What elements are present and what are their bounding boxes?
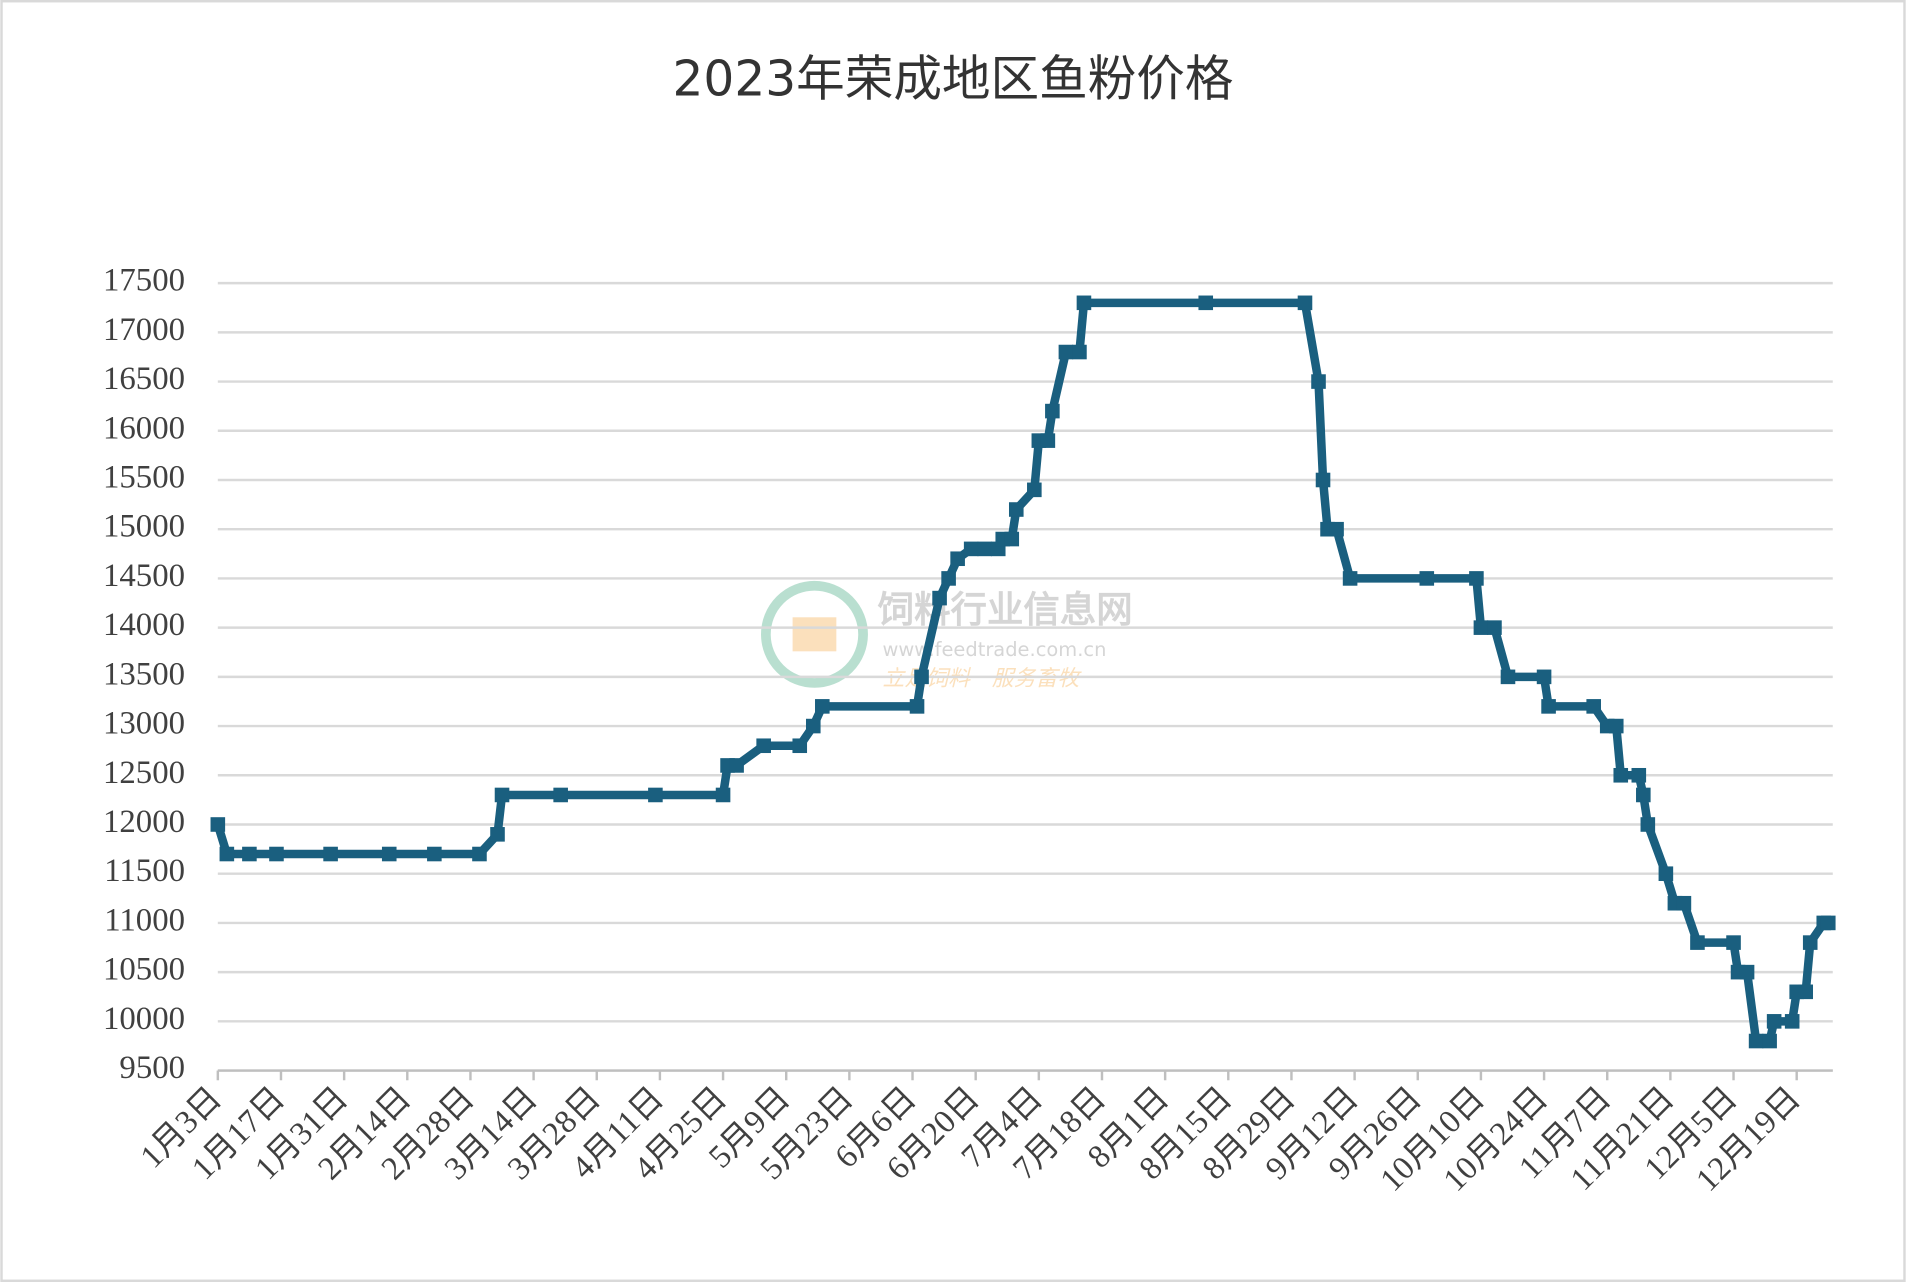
- watermark-slogan: 立足饲料 服务畜牧: [883, 666, 1083, 691]
- chart-title: 2023年荣成地区鱼粉价格: [672, 52, 1233, 108]
- data-point: [242, 846, 257, 862]
- data-point: [977, 541, 992, 557]
- y-tick-label: 12000: [103, 804, 185, 840]
- y-tick-label: 17000: [103, 312, 185, 348]
- data-point: [648, 787, 663, 803]
- data-point: [1040, 433, 1056, 448]
- data-point: [715, 787, 731, 803]
- data-point: [1748, 1033, 1764, 1049]
- data-point: [1636, 787, 1651, 803]
- data-point: [963, 541, 979, 557]
- data-point: [1076, 295, 1092, 311]
- y-tick-label: 12500: [103, 755, 185, 791]
- data-point: [1586, 699, 1601, 714]
- data-point: [1658, 866, 1674, 881]
- data-point: [1297, 295, 1313, 311]
- data-point: [1676, 895, 1692, 911]
- data-point: [1311, 374, 1326, 389]
- y-tick-label: 16500: [103, 361, 185, 397]
- y-tick-label: 13000: [103, 706, 185, 742]
- data-point: [909, 699, 925, 714]
- watermark-name: 饲料行业信息网: [878, 588, 1133, 631]
- data-point: [553, 787, 568, 803]
- y-tick-label: 9500: [119, 1050, 185, 1086]
- data-point: [1045, 403, 1060, 419]
- data-point: [219, 846, 235, 862]
- data-point: [792, 738, 808, 754]
- data-point: [729, 758, 744, 773]
- data-point: [472, 846, 487, 862]
- data-point: [1469, 571, 1484, 586]
- data-point: [1419, 571, 1435, 586]
- y-tick-label: 10500: [103, 952, 185, 988]
- data-point: [1329, 521, 1344, 537]
- y-tick-label: 11000: [104, 902, 185, 938]
- data-point: [1058, 344, 1074, 360]
- y-tick-label: 14000: [103, 607, 185, 643]
- data-point: [1004, 531, 1020, 547]
- y-tick-label: 15000: [103, 509, 185, 545]
- data-point: [1726, 935, 1741, 950]
- data-point: [932, 590, 947, 606]
- watermark-logo: [792, 617, 837, 652]
- data-point: [815, 699, 830, 714]
- data-point: [269, 846, 284, 862]
- data-point: [950, 551, 965, 567]
- data-point: [1027, 482, 1042, 498]
- data-point: [1008, 502, 1024, 517]
- data-point: [1802, 935, 1818, 950]
- data-point: [941, 571, 956, 586]
- data-point: [490, 827, 505, 842]
- data-point: [1487, 620, 1502, 635]
- data-point: [1536, 669, 1552, 685]
- data-point: [1690, 935, 1705, 950]
- data-point: [1072, 344, 1087, 360]
- data-point: [1784, 1014, 1800, 1029]
- data-point: [1473, 620, 1489, 635]
- data-point: [805, 718, 821, 734]
- data-point: [1766, 1014, 1782, 1029]
- y-tick-label: 17500: [103, 263, 185, 299]
- y-tick-label: 11500: [104, 853, 185, 889]
- data-point: [1342, 571, 1358, 586]
- data-point: [756, 738, 771, 754]
- y-tick-label: 13500: [103, 656, 185, 692]
- data-point: [1608, 718, 1624, 734]
- data-point: [323, 846, 338, 862]
- data-point: [1762, 1033, 1777, 1049]
- data-point: [914, 669, 929, 685]
- data-point: [381, 846, 397, 862]
- data-point: [1613, 767, 1629, 783]
- data-point: [1315, 472, 1331, 488]
- watermark-logo: [761, 580, 868, 688]
- y-tick-label: 14500: [103, 558, 185, 594]
- y-tick-label: 15500: [103, 460, 185, 496]
- data-point: [210, 817, 226, 832]
- data-point: [1198, 295, 1214, 311]
- data-point: [1640, 817, 1656, 832]
- watermark-url: www.feedtrade.com.cn: [883, 638, 1107, 661]
- data-point: [1739, 964, 1755, 980]
- data-point: [1820, 915, 1836, 931]
- y-tick-label: 10000: [103, 1001, 185, 1037]
- data-point: [427, 846, 442, 862]
- data-point: [1541, 699, 1556, 714]
- data-point: [1631, 767, 1647, 783]
- data-point: [1500, 669, 1516, 685]
- data-point: [1798, 984, 1814, 1000]
- data-point: [494, 787, 510, 803]
- y-tick-label: 16000: [103, 410, 185, 446]
